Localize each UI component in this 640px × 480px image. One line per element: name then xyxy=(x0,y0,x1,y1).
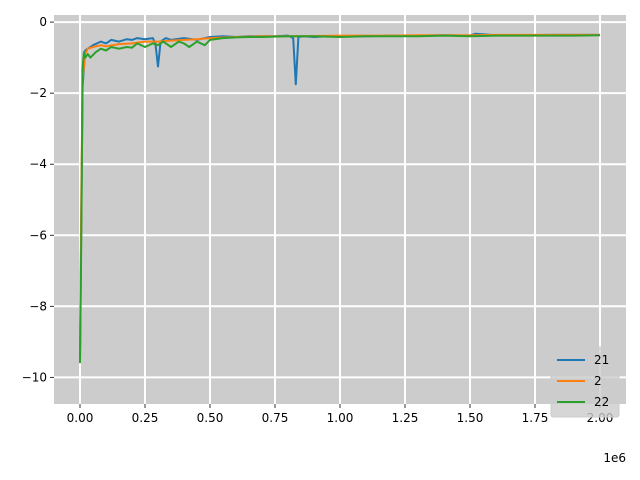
grid xyxy=(54,15,626,404)
y-tick-label: −4 xyxy=(29,157,47,171)
x-tick-label: 1.00 xyxy=(327,411,354,425)
y-tick-label: −2 xyxy=(29,86,47,100)
legend-label-21: 21 xyxy=(594,353,609,367)
x-tick-label: 1.25 xyxy=(392,411,419,425)
legend-label-22: 22 xyxy=(594,395,609,409)
y-tick-label: 0 xyxy=(39,15,47,29)
x-tick-label: 1.75 xyxy=(522,411,549,425)
x-tick-label: 0.25 xyxy=(132,411,159,425)
series-line-22 xyxy=(79,34,601,364)
x-tick-label: 0.50 xyxy=(197,411,224,425)
series-layer xyxy=(79,32,601,364)
x-tick-label: 0.00 xyxy=(67,411,94,425)
axis-ticks: 0.00 0.25 0.50 0.75 1.00 1.25 1.50 1.75 2.000−2−… xyxy=(22,15,614,425)
y-tick-label: −10 xyxy=(22,370,47,384)
x-offset-label: 1e6 xyxy=(603,451,626,465)
legend-label-2: 2 xyxy=(594,374,602,388)
x-tick-label: 1.50 xyxy=(457,411,484,425)
x-tick-label: 0.75 xyxy=(262,411,289,425)
y-tick-label: −6 xyxy=(29,228,47,242)
series-line-2 xyxy=(79,33,600,353)
y-tick-label: −8 xyxy=(29,299,47,313)
